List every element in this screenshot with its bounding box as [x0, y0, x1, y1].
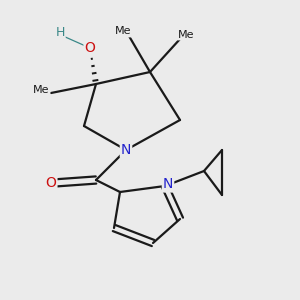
Text: N: N: [163, 178, 173, 191]
Text: N: N: [121, 143, 131, 157]
Text: H: H: [55, 26, 65, 40]
Text: O: O: [85, 41, 95, 55]
Text: O: O: [46, 176, 56, 190]
Text: Me: Me: [178, 29, 194, 40]
Text: Me: Me: [33, 85, 50, 95]
Text: Me: Me: [115, 26, 131, 37]
